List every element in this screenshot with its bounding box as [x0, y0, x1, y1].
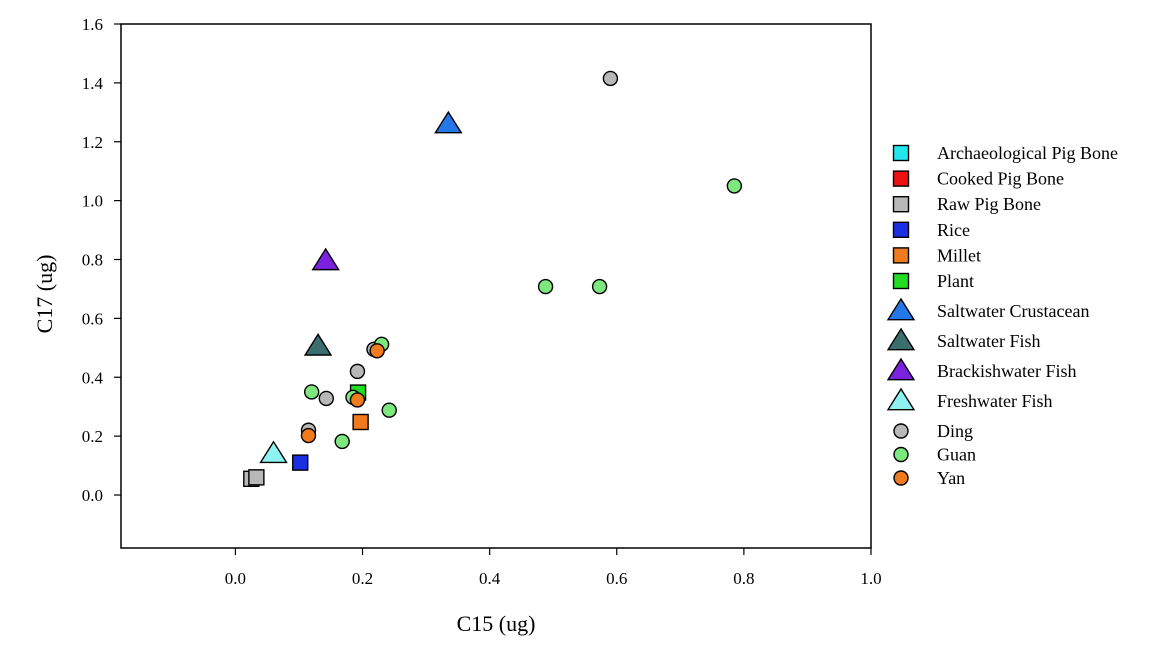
- legend-label: Yan: [937, 468, 965, 488]
- y-axis-label: C17 (ug): [32, 255, 57, 334]
- legend-label: Cooked Pig Bone: [937, 169, 1064, 189]
- legend-marker-yan: [893, 470, 909, 486]
- point-ding: [602, 70, 619, 87]
- point-guan: [537, 278, 554, 295]
- legend-item-guan: Guan: [893, 445, 976, 465]
- point-guan: [303, 384, 320, 400]
- y-tick-label: 0.2: [82, 427, 103, 446]
- legend-marker-saltwater-crustacean: [886, 297, 916, 321]
- legend-label: Archaeological Pig Bone: [937, 143, 1118, 163]
- legend-item-ding: Ding: [893, 421, 973, 441]
- legend-item-brackishwater-fish: Brackishwater Fish: [886, 357, 1076, 381]
- point-guan: [381, 402, 397, 418]
- point-guan: [726, 178, 743, 194]
- legend-marker-archaeological-pig-bone: [892, 144, 910, 162]
- legend-label: Plant: [937, 271, 974, 291]
- legend-label: Saltwater Fish: [937, 331, 1041, 351]
- legend-marker-raw-pig-bone: [892, 195, 910, 213]
- legend-label: Rice: [937, 220, 970, 240]
- y-tick-label: 0.0: [82, 486, 103, 505]
- legend-marker-millet: [892, 247, 910, 264]
- data-points: [243, 70, 743, 488]
- point-yan: [300, 427, 317, 444]
- legend-marker-guan: [893, 446, 909, 463]
- legend-label: Raw Pig Bone: [937, 194, 1041, 214]
- x-tick-label: 1.0: [860, 569, 881, 588]
- point-ding: [318, 390, 334, 407]
- legend-item-raw-pig-bone: Raw Pig Bone: [892, 194, 1041, 214]
- legend-label: Millet: [937, 245, 981, 265]
- legend-item-yan: Yan: [893, 468, 965, 488]
- point-brackishwater-fish: [311, 247, 340, 271]
- point-ding: [349, 363, 366, 380]
- x-tick-label: 0.8: [733, 569, 754, 588]
- legend-item-rice: Rice: [892, 220, 970, 240]
- legend-item-freshwater-fish: Freshwater Fish: [886, 387, 1053, 411]
- point-saltwater-crustacean: [434, 110, 463, 134]
- legend-item-archaeological-pig-bone: Archaeological Pig Bone: [892, 143, 1118, 163]
- y-tick-label: 1.0: [82, 192, 103, 211]
- y-tick-label: 0.8: [82, 251, 103, 270]
- point-millet: [352, 413, 369, 431]
- point-guan: [591, 278, 608, 295]
- legend-item-saltwater-fish: Saltwater Fish: [886, 327, 1041, 351]
- point-saltwater-fish: [303, 333, 333, 356]
- point-guan: [334, 433, 350, 450]
- point-yan: [349, 392, 366, 408]
- y-tick-label: 1.2: [82, 133, 103, 152]
- legend: Archaeological Pig Bone Cooked Pig Bone Ra…: [886, 143, 1118, 488]
- legend-item-millet: Millet: [892, 245, 981, 265]
- point-rice: [292, 454, 309, 471]
- y-axis: 0.0 0.2 0.4 0.6 0.8 1.0 1.2 1.4 1.6: [82, 15, 121, 505]
- point-freshwater-fish: [259, 440, 288, 464]
- point-yan: [369, 343, 385, 359]
- legend-item-plant: Plant: [892, 271, 974, 291]
- legend-label: Saltwater Crustacean: [937, 301, 1089, 321]
- legend-marker-saltwater-fish: [886, 327, 916, 351]
- x-tick-label: 0.0: [225, 569, 246, 588]
- point-raw-pig-bone: [248, 469, 265, 486]
- x-axis: 0.0 0.2 0.4 0.6 0.8 1.0: [225, 548, 882, 588]
- x-tick-label: 0.6: [606, 569, 627, 588]
- legend-marker-cooked-pig-bone: [892, 170, 910, 187]
- legend-label: Guan: [937, 445, 976, 465]
- x-tick-label: 0.4: [479, 569, 501, 588]
- y-tick-label: 1.6: [82, 15, 103, 34]
- y-tick-label: 0.6: [82, 309, 103, 328]
- legend-marker-plant: [892, 272, 910, 290]
- legend-marker-rice: [892, 221, 910, 239]
- legend-item-cooked-pig-bone: Cooked Pig Bone: [892, 169, 1064, 189]
- legend-item-saltwater-crustacean: Saltwater Crustacean: [886, 297, 1089, 321]
- legend-label: Ding: [937, 421, 973, 441]
- y-tick-label: 1.4: [82, 74, 104, 93]
- legend-marker-freshwater-fish: [886, 387, 916, 411]
- legend-label: Freshwater Fish: [937, 391, 1053, 411]
- x-axis-label: C15 (ug): [457, 611, 536, 636]
- legend-label: Brackishwater Fish: [937, 361, 1076, 381]
- x-tick-label: 0.2: [352, 569, 373, 588]
- legend-marker-brackishwater-fish: [886, 357, 916, 381]
- legend-marker-ding: [893, 423, 909, 439]
- y-tick-label: 0.4: [82, 368, 104, 387]
- plot-frame: [120, 23, 872, 549]
